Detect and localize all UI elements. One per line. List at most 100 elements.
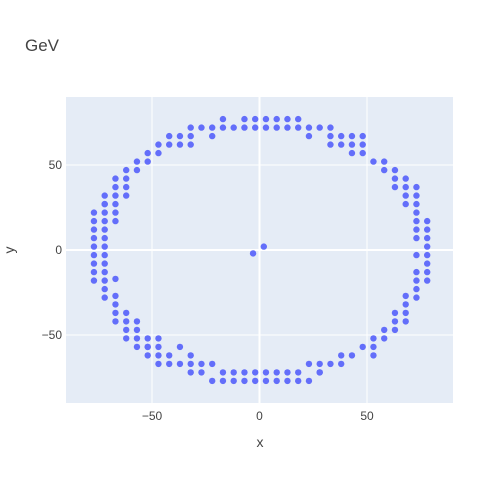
data-point bbox=[413, 209, 420, 216]
data-point bbox=[144, 158, 151, 165]
data-point bbox=[381, 158, 388, 165]
data-point bbox=[249, 250, 257, 257]
x-tick-label: 0 bbox=[256, 409, 263, 423]
chart-title: GeV bbox=[25, 36, 60, 55]
data-point bbox=[413, 251, 420, 259]
data-point bbox=[381, 166, 388, 174]
y-tick-label: −50 bbox=[42, 328, 63, 342]
data-point bbox=[123, 183, 130, 191]
data-point bbox=[252, 369, 259, 376]
data-point bbox=[198, 369, 205, 376]
data-point bbox=[413, 200, 420, 208]
data-point bbox=[305, 360, 313, 368]
data-point bbox=[338, 360, 345, 368]
data-point bbox=[413, 217, 420, 225]
data-point bbox=[413, 183, 420, 191]
data-point bbox=[198, 124, 205, 131]
data-point bbox=[101, 260, 108, 267]
data-point bbox=[187, 141, 194, 148]
data-point bbox=[209, 132, 216, 140]
data-point bbox=[155, 343, 162, 351]
data-point bbox=[101, 217, 108, 225]
data-point bbox=[260, 243, 267, 250]
data-point bbox=[424, 226, 431, 233]
data-point bbox=[381, 326, 388, 334]
data-point bbox=[176, 141, 184, 148]
data-point bbox=[241, 377, 248, 385]
tick-labels: −50 0 50 −50 0 50 bbox=[42, 158, 374, 423]
data-point bbox=[338, 132, 345, 140]
data-point bbox=[424, 260, 431, 267]
data-point bbox=[101, 200, 108, 208]
data-point bbox=[101, 192, 108, 199]
data-point bbox=[101, 285, 108, 293]
data-point bbox=[219, 124, 227, 131]
data-point bbox=[241, 369, 248, 376]
data-point bbox=[101, 243, 108, 250]
data-point bbox=[413, 234, 420, 242]
data-point bbox=[327, 141, 334, 148]
data-point bbox=[230, 124, 237, 131]
data-point bbox=[90, 209, 98, 216]
data-point bbox=[101, 277, 108, 284]
data-point bbox=[123, 166, 130, 174]
data-point bbox=[166, 132, 173, 140]
data-point bbox=[402, 192, 409, 199]
data-point bbox=[209, 124, 216, 131]
data-point bbox=[101, 268, 108, 276]
data-point bbox=[273, 369, 280, 376]
data-point bbox=[123, 326, 130, 334]
data-point bbox=[273, 115, 280, 123]
data-point bbox=[101, 226, 108, 233]
data-point bbox=[166, 352, 173, 359]
data-point bbox=[402, 183, 409, 191]
data-point bbox=[176, 360, 184, 368]
data-point bbox=[252, 124, 259, 131]
data-point bbox=[262, 124, 270, 131]
data-point bbox=[327, 360, 334, 368]
data-point bbox=[370, 343, 377, 351]
data-point bbox=[112, 318, 119, 325]
x-tick-label: 50 bbox=[360, 409, 374, 423]
data-point bbox=[112, 217, 119, 225]
data-point bbox=[413, 277, 420, 284]
data-point bbox=[101, 209, 108, 216]
data-point bbox=[327, 132, 334, 140]
data-point bbox=[252, 377, 259, 385]
data-point bbox=[133, 158, 141, 165]
data-point bbox=[391, 318, 399, 325]
data-point bbox=[90, 243, 98, 250]
data-point bbox=[155, 360, 162, 368]
data-point bbox=[123, 335, 130, 342]
data-point bbox=[348, 132, 356, 140]
data-point bbox=[273, 124, 280, 131]
data-point bbox=[209, 360, 216, 368]
data-point bbox=[273, 377, 280, 385]
data-point bbox=[90, 234, 98, 242]
data-point bbox=[284, 115, 291, 123]
data-point bbox=[187, 360, 194, 368]
data-point bbox=[295, 115, 302, 123]
data-point bbox=[413, 226, 420, 233]
data-point bbox=[90, 277, 98, 284]
data-point bbox=[155, 149, 162, 157]
data-point bbox=[166, 141, 173, 148]
data-point bbox=[123, 318, 130, 325]
data-point bbox=[112, 292, 119, 300]
data-point bbox=[370, 158, 377, 165]
data-point bbox=[219, 369, 227, 376]
data-point bbox=[101, 294, 108, 301]
data-point bbox=[262, 115, 270, 123]
data-point bbox=[295, 377, 302, 385]
data-point bbox=[424, 243, 431, 250]
data-point bbox=[316, 369, 323, 376]
data-point bbox=[123, 309, 130, 317]
data-point bbox=[391, 183, 399, 191]
data-point bbox=[359, 141, 366, 148]
data-point bbox=[90, 260, 98, 267]
data-point bbox=[262, 377, 270, 385]
data-point bbox=[198, 360, 205, 368]
data-point bbox=[348, 149, 356, 157]
data-point bbox=[391, 166, 399, 174]
